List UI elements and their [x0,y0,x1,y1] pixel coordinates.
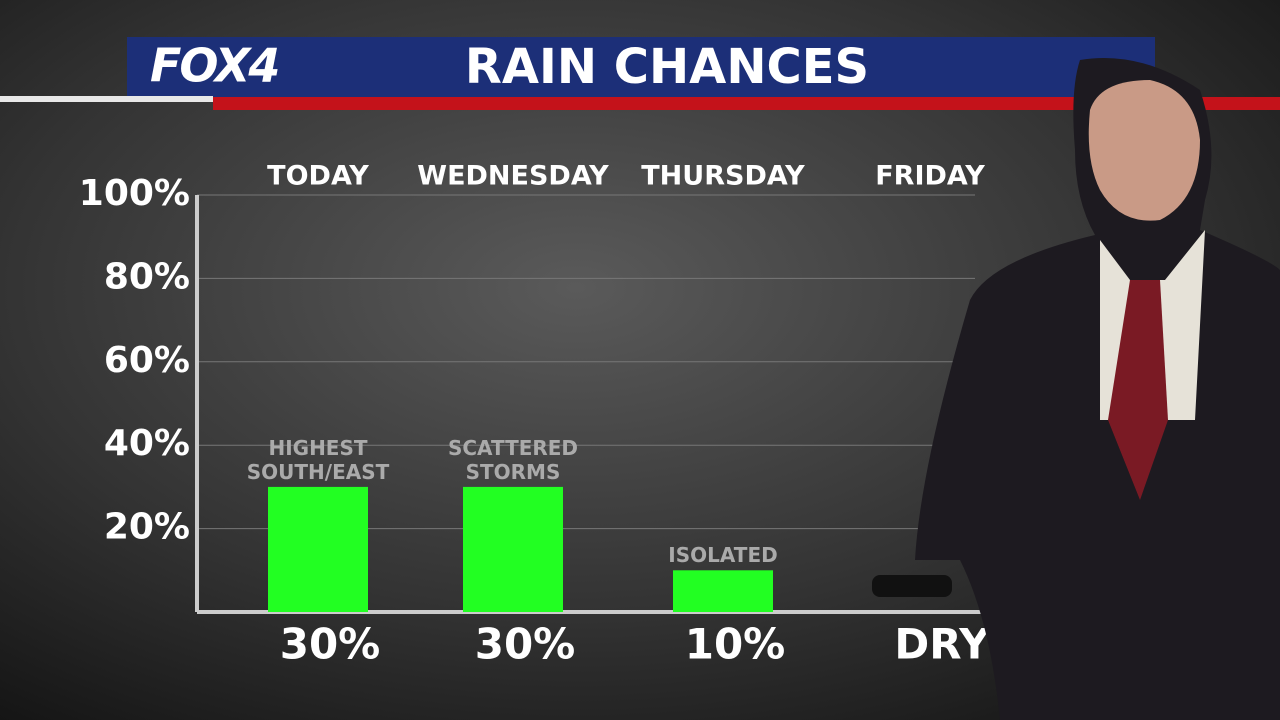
value-label: 30% [280,620,381,669]
annotation: ISOLATED [668,543,777,567]
presenter [872,58,1280,720]
header-line [0,96,213,102]
y-tick-label: 20% [104,507,190,548]
bar [463,486,563,612]
plot: 20% 40% 60% 80% 100% TODAY 30% HIGHEST SOUTH/EAS… [79,161,1005,669]
presenter-silhouette [915,58,1280,720]
x-tick-label: TODAY [267,161,369,192]
x-tick-label: WEDNESDAY [417,161,609,192]
y-tick-label: 100% [79,173,190,214]
presenter-tie [1108,280,1168,500]
logo: FOX4 [150,39,278,93]
y-tick-label: 80% [104,256,190,297]
clicker [872,575,952,597]
bar [673,570,773,612]
x-tick-label: THURSDAY [641,161,805,192]
bar [268,486,368,612]
annotation: HIGHEST SOUTH/EAST [247,435,390,483]
header-accent [213,97,1280,110]
x-tick-label: FRIDAY [875,161,985,192]
value-label: 10% [685,620,786,669]
y-tick-label: 40% [104,423,190,464]
value-label: 30% [475,620,576,669]
presenter-face [1088,80,1200,221]
y-tick-label: 60% [104,340,190,381]
header-bar [127,37,1155,98]
annotation: SCATTERED STORMS [448,435,578,483]
value-label: DRY [894,620,990,669]
chart-title: RAIN CHANCES [465,39,869,95]
